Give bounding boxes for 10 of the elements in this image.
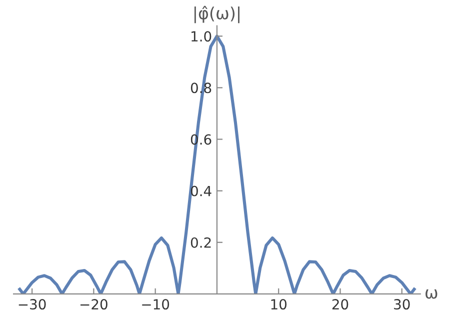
x-tick-label: −20 (80, 299, 108, 310)
x-tick-label: 10 (271, 299, 287, 310)
x-tick-label: 20 (332, 299, 348, 310)
y-axis-title: |φ̂(ω)| (194, 6, 240, 24)
x-tick-label: −10 (142, 299, 170, 310)
x-axis-title: ω (426, 289, 438, 299)
y-tick-label: 1.0 (192, 31, 212, 42)
y-tick-label: 0.2 (190, 237, 211, 248)
x-tick-label: 30 (394, 299, 410, 310)
x-tick-label: −30 (18, 299, 46, 310)
